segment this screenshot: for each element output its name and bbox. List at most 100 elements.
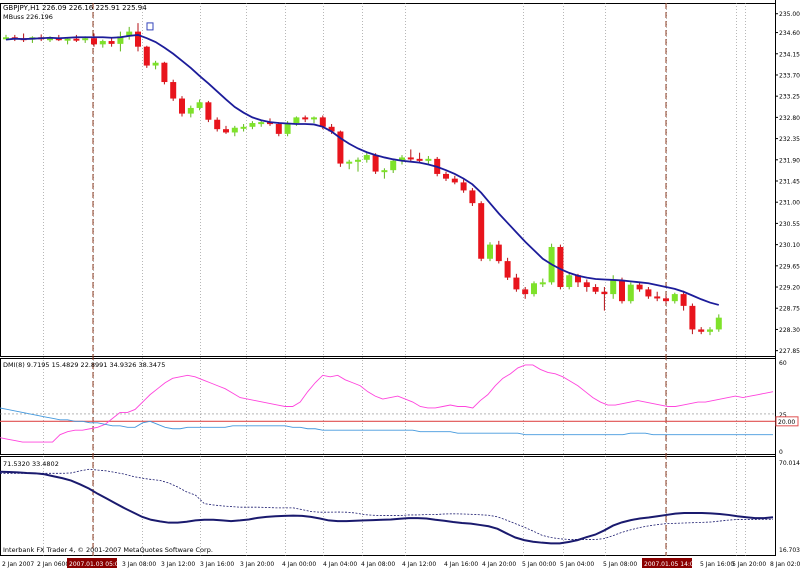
price-tick-label: 231.90 xyxy=(779,157,800,164)
candle-body xyxy=(161,62,168,83)
candle xyxy=(152,60,159,70)
candle xyxy=(557,244,564,290)
candle xyxy=(311,116,317,124)
candle xyxy=(513,273,520,292)
time-axis-label: 4 Jan 20:00 xyxy=(482,561,516,568)
time-axis-label: 3 Jan 20:00 xyxy=(240,561,274,568)
candle xyxy=(689,303,696,335)
price-tick-label: 233.70 xyxy=(779,72,800,79)
candle xyxy=(117,31,124,52)
candle-body xyxy=(249,123,256,127)
time-axis-label: 5 Jan 08:00 xyxy=(603,561,637,568)
candle-body xyxy=(64,38,71,41)
candle-body xyxy=(170,82,177,99)
price-tick-label: 232.80 xyxy=(779,115,800,122)
candle xyxy=(337,130,344,167)
candle xyxy=(698,327,705,335)
oscillator-tick-label: 70.0147 xyxy=(779,460,800,467)
candle xyxy=(592,284,599,295)
candle-body xyxy=(460,182,467,191)
candle-body xyxy=(592,287,599,292)
dmi-level-value: 20.00 xyxy=(778,419,795,426)
candle-body xyxy=(55,38,62,41)
candle-body xyxy=(91,38,97,45)
osc-header: 71.5320 33.4802 xyxy=(3,460,59,468)
candle-body xyxy=(504,261,511,278)
dmi-level-value-box xyxy=(775,416,799,427)
dmi-series-line-0 xyxy=(0,364,774,443)
candle xyxy=(654,291,661,302)
price-tick-label: 232.35 xyxy=(779,136,800,143)
candle xyxy=(645,287,652,299)
price-tick-label: 230.55 xyxy=(779,221,800,228)
candle xyxy=(460,179,467,193)
candle-body xyxy=(275,123,282,134)
candle-body xyxy=(143,46,150,66)
price-tick-label: 230.10 xyxy=(779,242,800,249)
candle xyxy=(355,157,361,172)
time-axis-label: 2 Jan 2007 xyxy=(2,561,34,568)
candle xyxy=(99,39,106,48)
candle-body xyxy=(566,275,573,288)
candle xyxy=(531,281,537,297)
candle-body xyxy=(531,283,537,295)
candle-body xyxy=(469,190,476,204)
candle xyxy=(73,34,80,42)
time-axis-label: 8 Jan 02:00 xyxy=(770,561,800,568)
candle-body xyxy=(478,203,485,259)
candle-body xyxy=(619,279,625,302)
time-marker-box xyxy=(67,558,117,568)
candle xyxy=(187,105,194,118)
price-tick-label: 229.20 xyxy=(779,285,800,292)
price-tick-label: 229.65 xyxy=(779,263,800,270)
candle-body xyxy=(399,157,405,161)
candle-body xyxy=(214,119,221,130)
candle xyxy=(619,277,625,304)
candle xyxy=(170,79,177,101)
time-axis-label: 3 Jan 12:00 xyxy=(161,561,195,568)
candle-body xyxy=(495,244,502,262)
candle-body xyxy=(205,102,212,120)
candle xyxy=(258,120,265,127)
candle xyxy=(240,123,247,132)
candle xyxy=(399,155,405,165)
candle-body xyxy=(117,36,124,44)
candle xyxy=(487,242,493,262)
time-axis-label: 5 Jan 00:00 xyxy=(522,561,556,568)
candle xyxy=(715,314,722,332)
oscillator-series-line-0 xyxy=(0,470,774,545)
candle xyxy=(143,45,150,68)
candle xyxy=(601,287,608,311)
candle-body xyxy=(363,155,370,160)
candle xyxy=(302,115,309,123)
oscillator-panel xyxy=(0,468,774,545)
candle xyxy=(539,278,546,288)
candle-body xyxy=(425,158,432,161)
candle xyxy=(425,156,432,165)
price-tick-label: 227.85 xyxy=(779,348,800,355)
time-axis-label: 3 Jan 08:00 xyxy=(122,561,156,568)
ma-legend: MBuss 226.196 xyxy=(3,13,53,21)
candle-body xyxy=(513,277,520,290)
candle xyxy=(407,149,414,163)
candle-body xyxy=(707,329,713,332)
candle xyxy=(205,100,212,123)
candle xyxy=(636,282,643,292)
candle xyxy=(135,23,141,52)
candle-body xyxy=(715,317,722,330)
candle xyxy=(126,26,133,40)
candle-body xyxy=(284,123,291,134)
time-marker-label: 2007.01.03 05:00 xyxy=(69,561,123,568)
candle-body xyxy=(636,284,643,290)
candle-body xyxy=(135,31,141,47)
time-axis-label: 5 Jan 04:00 xyxy=(560,561,594,568)
candle-body xyxy=(258,122,265,125)
candle xyxy=(583,279,590,292)
candle-body xyxy=(223,129,229,133)
candle-body xyxy=(443,173,449,179)
candle xyxy=(478,201,485,262)
time-marker-box xyxy=(642,558,692,568)
candle xyxy=(249,121,256,130)
